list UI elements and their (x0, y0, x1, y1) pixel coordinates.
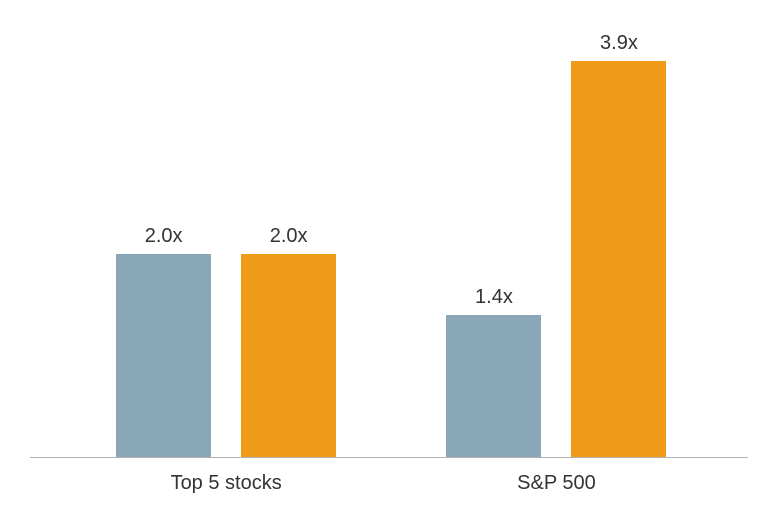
bar: 3.9x (571, 61, 666, 457)
bar-chart: 2.0x 2.0x 1.4x 3.9x Top 5 stocks S&P 500 (0, 0, 778, 518)
x-axis-label: Top 5 stocks (116, 472, 336, 495)
bar-value-label: 2.0x (241, 225, 336, 254)
x-axis-label: S&P 500 (446, 472, 666, 495)
plot-area: 2.0x 2.0x 1.4x 3.9x (30, 20, 748, 458)
x-axis: Top 5 stocks S&P 500 (30, 458, 748, 518)
bar-value-label: 2.0x (116, 225, 211, 254)
bar: 2.0x (241, 254, 336, 457)
bar: 2.0x (116, 254, 211, 457)
bar-value-label: 1.4x (446, 286, 541, 315)
bar-group: 2.0x 2.0x (116, 20, 336, 457)
bar-group: 1.4x 3.9x (446, 20, 666, 457)
bar: 1.4x (446, 315, 541, 457)
bar-value-label: 3.9x (571, 32, 666, 61)
